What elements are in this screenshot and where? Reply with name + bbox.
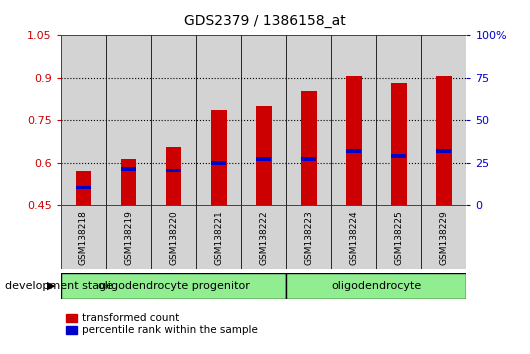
Bar [376,205,421,269]
Bar [256,157,271,161]
Bar [196,205,241,269]
Bar [211,161,226,165]
Text: development stage: development stage [5,281,113,291]
Bar [256,106,271,205]
Bar [106,35,151,205]
Bar [286,35,331,205]
Bar [436,149,452,153]
Bar [301,91,316,205]
Text: GSM138221: GSM138221 [214,210,223,265]
Bar [61,35,106,205]
Bar [421,205,466,269]
Bar [241,205,286,269]
Bar [211,110,226,205]
Bar [151,35,196,205]
Bar [346,149,361,153]
Legend: transformed count, percentile rank within the sample: transformed count, percentile rank withi… [66,313,258,335]
Bar [331,205,376,269]
Bar [166,147,181,205]
Bar [121,167,136,171]
Bar [61,273,286,299]
Bar [121,159,136,205]
Bar [376,35,421,205]
Bar [151,205,196,269]
Bar [331,35,376,205]
Bar [286,205,331,269]
Text: GDS2379 / 1386158_at: GDS2379 / 1386158_at [184,14,346,28]
Text: GSM138223: GSM138223 [304,210,313,265]
Text: GSM138222: GSM138222 [259,210,268,265]
Bar [166,169,181,172]
Bar [421,35,466,205]
Text: GSM138218: GSM138218 [79,210,88,265]
Text: oligodendrocyte progenitor: oligodendrocyte progenitor [98,281,250,291]
Bar [106,205,151,269]
Text: GSM138224: GSM138224 [349,210,358,265]
Bar [241,35,286,205]
Bar [391,154,407,158]
Bar [286,273,466,299]
Text: GSM138229: GSM138229 [439,210,448,265]
Bar [61,205,106,269]
Bar [391,83,407,205]
Text: oligodendrocyte: oligodendrocyte [331,281,421,291]
Bar [436,76,452,205]
Text: ▶: ▶ [47,281,56,291]
Text: GSM138219: GSM138219 [124,210,133,265]
Bar [346,76,361,205]
Bar [301,157,316,161]
Bar [196,35,241,205]
Bar [76,171,91,205]
Text: GSM138225: GSM138225 [394,210,403,265]
Bar [76,185,91,189]
Text: GSM138220: GSM138220 [169,210,178,265]
